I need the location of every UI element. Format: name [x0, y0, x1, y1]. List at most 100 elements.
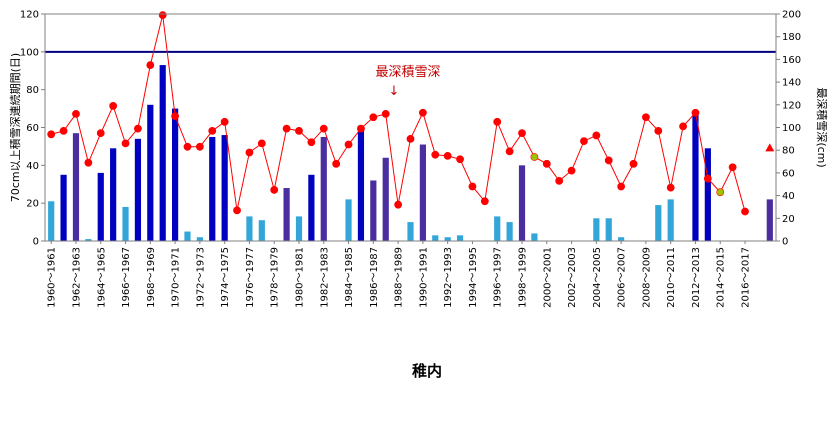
duration-bar	[506, 222, 513, 241]
x-tick-label: 1972～1973	[195, 247, 206, 308]
x-tick-label: 2004～2005	[592, 247, 603, 308]
max-depth-marker	[295, 127, 303, 135]
left-tick-label: 100	[20, 47, 39, 58]
max-depth-marker	[604, 156, 613, 165]
max-depth-marker	[257, 139, 266, 148]
right-tick-label: 100	[782, 123, 801, 134]
right-tick-label: 140	[782, 78, 801, 89]
max-depth-marker	[282, 124, 291, 133]
x-tick-label: 2000～2001	[542, 247, 553, 308]
duration-bar	[60, 174, 67, 241]
duration-bar	[209, 136, 216, 241]
duration-bar	[85, 239, 92, 241]
max-depth-marker	[518, 129, 526, 138]
duration-bar	[308, 174, 315, 241]
duration-bar	[283, 188, 290, 241]
right-tick-label: 180	[782, 32, 801, 43]
left-tick-label: 20	[26, 199, 39, 210]
left-axis-title: 70cm以上積雪深連続期間(日)	[8, 53, 22, 202]
right-tick-label: 20	[782, 214, 795, 225]
x-tick-label: 2008～2009	[641, 247, 652, 308]
duration-bar	[196, 237, 203, 241]
max-depth-marker	[567, 166, 576, 175]
x-tick-label: 1978～1979	[270, 247, 281, 308]
max-depth-marker	[171, 112, 179, 121]
duration-bar	[419, 144, 426, 241]
x-tick-label: 2014～2015	[716, 247, 727, 308]
duration-bar	[444, 237, 451, 241]
max-depth-marker	[666, 183, 675, 192]
duration-bar	[382, 157, 389, 241]
max-depth-marker	[765, 143, 775, 152]
x-tick-label: 1998～1999	[518, 247, 529, 308]
x-tick-label: 1960～1961	[47, 247, 58, 308]
x-tick-label: 1968～1969	[146, 247, 157, 308]
max-depth-marker	[741, 207, 749, 216]
max-depth-marker	[716, 188, 725, 197]
x-tick-label: 1966～1967	[121, 247, 132, 308]
right-axis-ticks: 0 20 40 60 80 100 120 140 160 180 200	[776, 10, 801, 248]
max-depth-marker	[72, 109, 80, 118]
max-depth-marker	[505, 147, 514, 156]
x-axis-tick-labels: 1960～1961 1962～1963 1964～1965 1966～1967 1968…	[47, 241, 752, 308]
duration-bar	[97, 172, 104, 241]
max-depth-markers	[47, 11, 775, 216]
duration-bar	[110, 148, 117, 241]
max-depth-marker	[703, 174, 712, 183]
duration-bar	[618, 237, 625, 241]
right-tick-label: 200	[782, 10, 801, 21]
max-depth-marker	[542, 159, 551, 168]
max-depth-marker	[493, 117, 502, 126]
max-depth-marker	[84, 158, 93, 167]
duration-bars	[48, 65, 773, 241]
duration-bar	[147, 104, 154, 241]
max-depth-marker	[555, 176, 564, 185]
max-depth-marker	[443, 151, 452, 160]
x-tick-label: 1962～1963	[71, 247, 82, 308]
max-depth-marker	[183, 142, 192, 151]
duration-bar	[605, 218, 612, 241]
max-depth-segment	[51, 14, 746, 212]
max-depth-marker	[642, 113, 650, 122]
max-depth-marker	[369, 113, 378, 122]
right-tick-label: 0	[782, 237, 788, 248]
x-tick-label: 1970～1971	[171, 247, 182, 308]
max-depth-marker	[357, 124, 365, 133]
left-tick-label: 60	[26, 123, 39, 134]
max-depth-marker	[233, 206, 241, 215]
right-tick-label: 80	[782, 146, 795, 157]
max-depth-marker	[617, 182, 626, 191]
duration-bar	[122, 206, 129, 241]
max-depth-marker	[580, 137, 588, 146]
max-depth-line	[51, 14, 746, 212]
x-tick-label: 1982～1983	[319, 247, 330, 308]
x-tick-label: 1990～1991	[418, 247, 429, 308]
max-depth-marker	[220, 117, 229, 126]
duration-bar	[134, 138, 142, 241]
duration-bar	[655, 205, 662, 241]
duration-bar	[171, 108, 179, 241]
duration-bar	[258, 220, 265, 241]
max-depth-marker	[245, 148, 254, 157]
x-tick-label: 1994～1995	[468, 247, 479, 308]
annotation-arrow: ↓	[389, 84, 400, 99]
max-depth-marker	[121, 139, 130, 148]
max-depth-marker	[158, 11, 167, 20]
duration-bar	[667, 199, 674, 241]
max-depth-marker	[96, 129, 105, 138]
max-depth-marker	[381, 109, 390, 118]
max-depth-marker	[394, 200, 403, 209]
x-tick-label: 1996～1997	[493, 247, 504, 308]
x-tick-label: 1988～1989	[394, 247, 405, 308]
duration-bar	[295, 216, 303, 241]
duration-bar	[518, 165, 526, 241]
duration-bar	[184, 231, 191, 241]
duration-bar	[48, 201, 55, 241]
x-tick-label: 1986～1987	[369, 247, 380, 308]
left-axis-ticks: 0 20 40 60 80 100 120	[20, 10, 45, 248]
duration-bar	[345, 199, 352, 241]
max-depth-marker	[592, 131, 601, 140]
max-depth-marker	[431, 150, 440, 159]
x-tick-label: 1964～1965	[96, 247, 107, 308]
max-depth-marker	[456, 155, 464, 164]
